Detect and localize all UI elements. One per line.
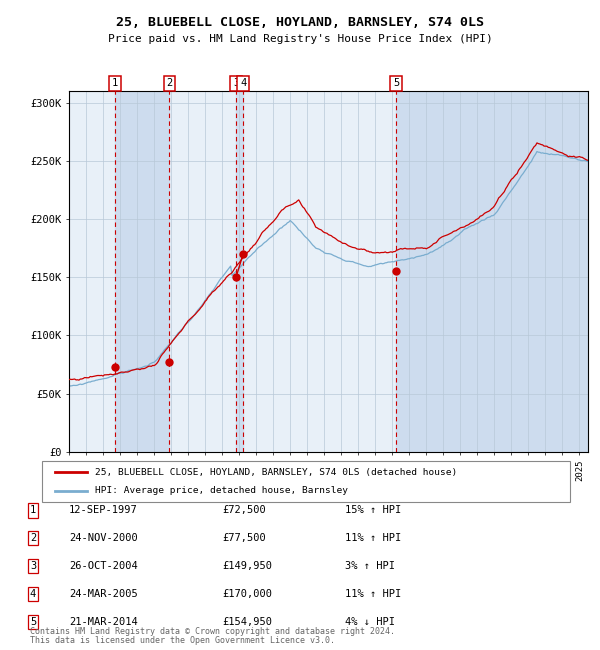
Text: 12-SEP-1997: 12-SEP-1997	[69, 505, 138, 515]
Text: 21-MAR-2014: 21-MAR-2014	[69, 617, 138, 627]
Text: This data is licensed under the Open Government Licence v3.0.: This data is licensed under the Open Gov…	[30, 636, 335, 645]
Text: 3% ↑ HPI: 3% ↑ HPI	[345, 561, 395, 571]
Text: £72,500: £72,500	[222, 505, 266, 515]
Text: 1: 1	[30, 505, 36, 515]
Text: Contains HM Land Registry data © Crown copyright and database right 2024.: Contains HM Land Registry data © Crown c…	[30, 627, 395, 636]
Text: 25, BLUEBELL CLOSE, HOYLAND, BARNSLEY, S74 0LS (detached house): 25, BLUEBELL CLOSE, HOYLAND, BARNSLEY, S…	[95, 468, 457, 477]
Text: HPI: Average price, detached house, Barnsley: HPI: Average price, detached house, Barn…	[95, 486, 348, 495]
Text: 25, BLUEBELL CLOSE, HOYLAND, BARNSLEY, S74 0LS: 25, BLUEBELL CLOSE, HOYLAND, BARNSLEY, S…	[116, 16, 484, 29]
Text: 11% ↑ HPI: 11% ↑ HPI	[345, 533, 401, 543]
FancyBboxPatch shape	[42, 462, 570, 502]
Text: £170,000: £170,000	[222, 589, 272, 599]
Text: Price paid vs. HM Land Registry's House Price Index (HPI): Price paid vs. HM Land Registry's House …	[107, 34, 493, 44]
Text: 24-NOV-2000: 24-NOV-2000	[69, 533, 138, 543]
Text: 4: 4	[30, 589, 36, 599]
Text: 1: 1	[112, 78, 118, 88]
Text: 4: 4	[240, 78, 246, 88]
Text: 15% ↑ HPI: 15% ↑ HPI	[345, 505, 401, 515]
Text: 26-OCT-2004: 26-OCT-2004	[69, 561, 138, 571]
Text: 11% ↑ HPI: 11% ↑ HPI	[345, 589, 401, 599]
Text: £149,950: £149,950	[222, 561, 272, 571]
Bar	[236, 91, 243, 452]
Text: 2: 2	[30, 533, 36, 543]
Text: £154,950: £154,950	[222, 617, 272, 627]
Text: 3: 3	[233, 78, 239, 88]
Bar	[396, 91, 588, 452]
Text: 5: 5	[393, 78, 399, 88]
Text: 24-MAR-2005: 24-MAR-2005	[69, 589, 138, 599]
Bar	[115, 91, 169, 452]
Text: 3: 3	[30, 561, 36, 571]
Text: 4% ↓ HPI: 4% ↓ HPI	[345, 617, 395, 627]
Text: 2: 2	[166, 78, 173, 88]
Text: 5: 5	[30, 617, 36, 627]
Text: £77,500: £77,500	[222, 533, 266, 543]
